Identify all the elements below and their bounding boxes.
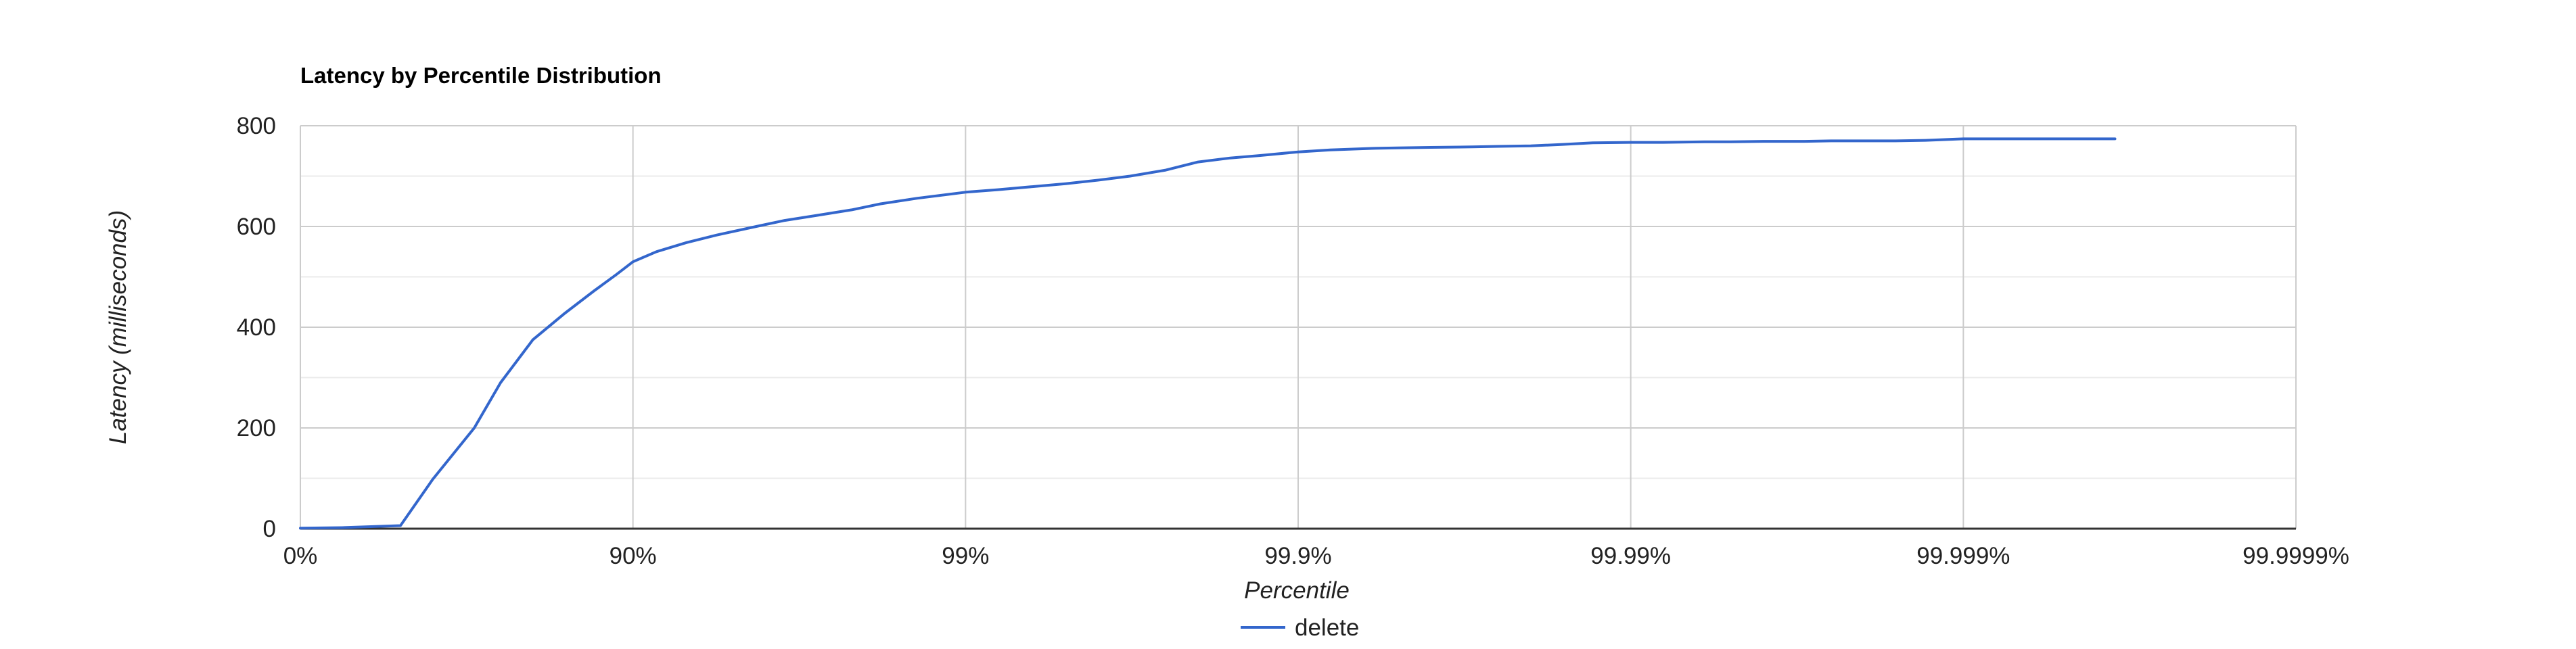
x-tick-label: 0% — [283, 543, 318, 569]
series-line-delete — [299, 137, 2117, 530]
y-tick-label: 600 — [237, 214, 276, 240]
y-tick-label: 0 — [263, 516, 276, 542]
plot-area-border — [300, 125, 2296, 530]
y-tick-label: 800 — [237, 113, 276, 139]
x-tick-label: 99.999% — [1916, 543, 2010, 569]
legend-label-delete: delete — [1295, 615, 1359, 641]
x-tick-label: 99% — [942, 543, 989, 569]
y-axis-title: Latency (milliseconds) — [105, 210, 131, 444]
x-axis-title: Percentile — [1244, 577, 1350, 604]
y-tick-labels: 0 200 400 600 800 — [237, 113, 276, 542]
chart-title: Latency by Percentile Distribution — [300, 63, 662, 88]
y-tick-label: 400 — [237, 314, 276, 341]
y-tick-label: 200 — [237, 415, 276, 441]
x-tick-label: 99.9% — [1264, 543, 1331, 569]
x-tick-label: 90% — [610, 543, 657, 569]
legend: delete — [1241, 615, 1359, 641]
x-tick-label: 99.9999% — [2242, 543, 2349, 569]
series-line-group — [299, 137, 2117, 530]
x-tick-label: 99.99% — [1590, 543, 1671, 569]
x-tick-labels: 0% 90% 99% 99.9% 99.99% 99.999% 99.9999% — [283, 543, 2349, 569]
